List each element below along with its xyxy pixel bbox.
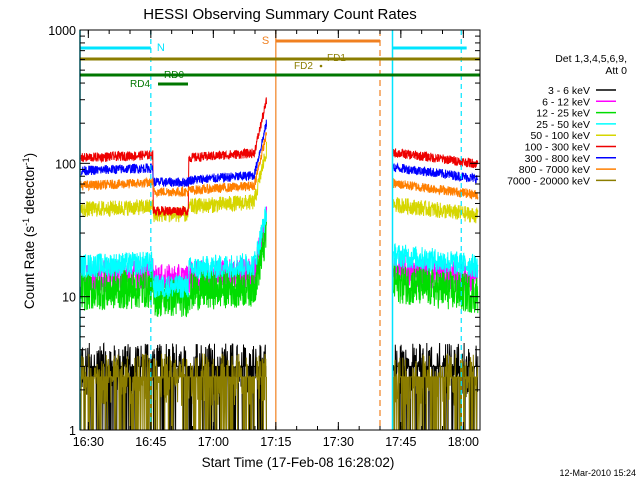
series-line <box>80 206 267 300</box>
legend-entry: 3 - 6 keV <box>548 85 590 97</box>
rd4-label: RD4 <box>130 79 150 90</box>
y-tick-label: 10 <box>62 291 76 305</box>
legend-entry: 50 - 100 keV <box>530 130 590 142</box>
series-line <box>393 243 479 278</box>
data-layer <box>80 97 479 431</box>
x-tick-label: 17:30 <box>323 435 354 449</box>
y-tick-label: 100 <box>55 157 76 171</box>
x-tick-label: 16:30 <box>73 435 104 449</box>
series-line <box>392 162 479 184</box>
series-line <box>80 132 267 198</box>
saa-label: S <box>262 35 269 47</box>
plot-frame <box>79 29 481 431</box>
fd2-marker <box>319 64 323 68</box>
axis-layer: 16:30 16:45 17:00 17:15 17:30 17:45 18:00 1 10 10… <box>48 24 481 449</box>
legend-entry: 300 - 800 keV <box>525 153 590 165</box>
x-tick-label: 18:00 <box>448 435 479 449</box>
series-line <box>393 197 479 224</box>
fd2-label: FD2 <box>294 61 313 72</box>
legend-entry: 6 - 12 keV <box>542 96 590 108</box>
legend-title: Det 1,3,4,5,6,9, <box>555 53 627 65</box>
chart-title: HESSI Observing Summary Count Rates <box>143 6 416 23</box>
legend-entry: 25 - 50 keV <box>536 119 590 131</box>
fd1-label: FD1 <box>327 53 346 64</box>
y-tick-label: 1 <box>69 424 76 438</box>
legend-entry: 100 - 300 keV <box>525 142 590 154</box>
x-tick-label: 17:15 <box>260 435 291 449</box>
series-line <box>80 119 267 188</box>
y-axis-label: Count Rate (s-1 detector-1) <box>21 153 37 309</box>
series-line <box>80 97 267 218</box>
legend-entry: 12 - 25 keV <box>536 108 590 120</box>
series-line <box>392 263 479 314</box>
rd0-label: RD0 <box>164 70 184 81</box>
series-line <box>80 342 267 431</box>
legend-entry: 7000 - 20000 keV <box>507 175 590 187</box>
series-line <box>392 177 479 200</box>
x-tick-label: 16:45 <box>135 435 166 449</box>
y-tick-label: 1000 <box>48 24 76 38</box>
x-tick-label: 17:45 <box>385 435 416 449</box>
legend-entry: 800 - 7000 keV <box>519 164 590 176</box>
night-label: N <box>157 42 165 54</box>
legend-title: Att 0 <box>605 65 627 77</box>
series-line <box>392 148 479 169</box>
series-line <box>80 353 267 431</box>
x-axis-label: Start Time (17-Feb-08 16:28:02) <box>202 455 395 470</box>
series-line <box>80 221 267 318</box>
generation-timestamp: 12-Mar-2010 15:24 <box>559 468 636 478</box>
x-tick-label: 17:00 <box>198 435 229 449</box>
